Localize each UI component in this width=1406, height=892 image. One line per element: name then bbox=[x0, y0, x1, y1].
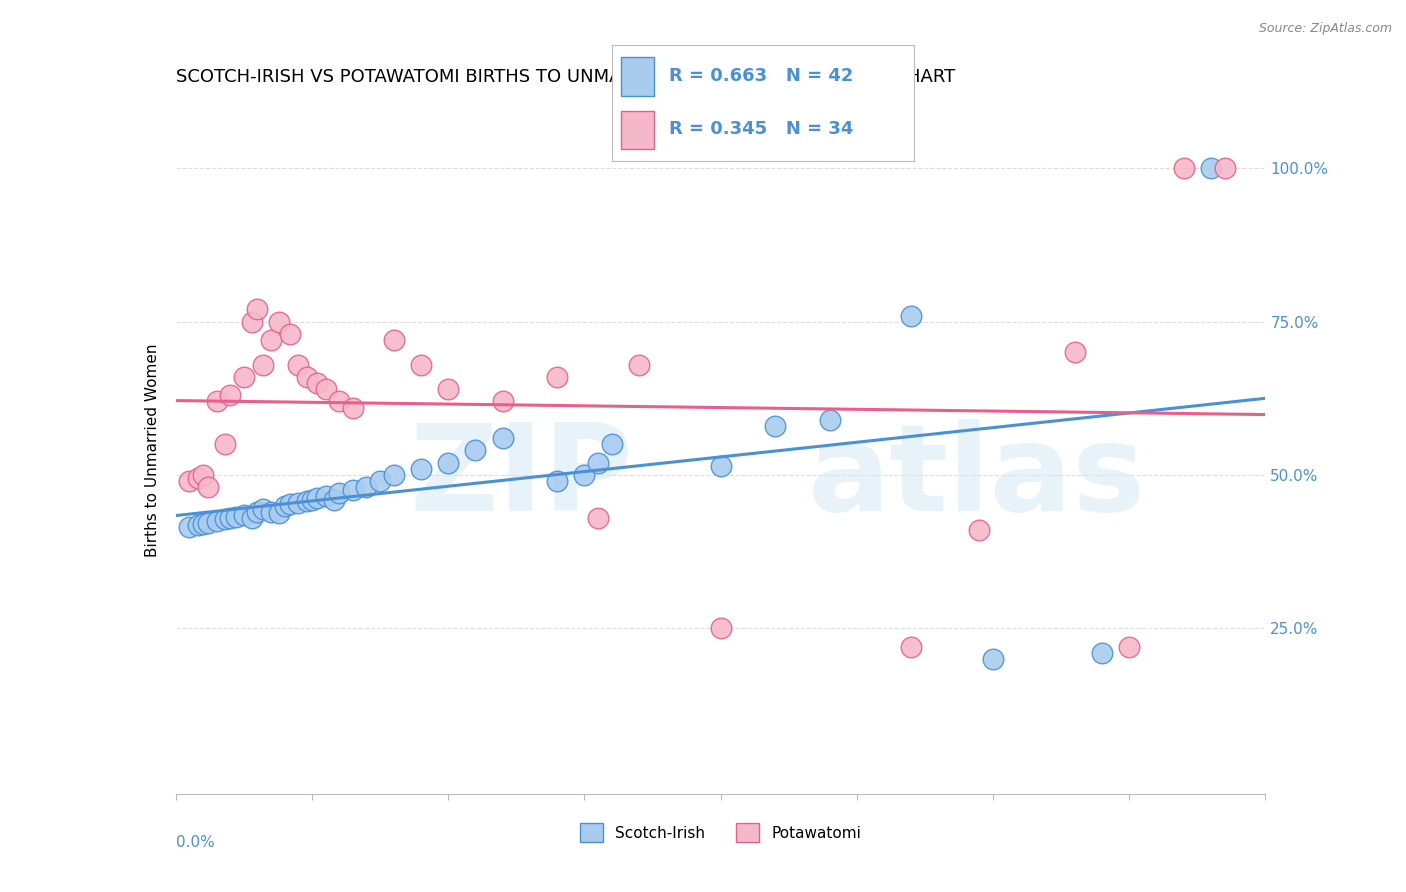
Point bbox=[1091, 646, 1114, 660]
Point bbox=[205, 394, 228, 409]
Point bbox=[287, 358, 309, 372]
Point bbox=[437, 382, 460, 396]
Text: SCOTCH-IRISH VS POTAWATOMI BIRTHS TO UNMARRIED WOMEN CORRELATION CHART: SCOTCH-IRISH VS POTAWATOMI BIRTHS TO UNM… bbox=[176, 68, 955, 86]
Point bbox=[1213, 161, 1236, 176]
Point bbox=[322, 492, 344, 507]
Point bbox=[315, 490, 337, 504]
Point bbox=[586, 511, 609, 525]
Point bbox=[287, 495, 309, 509]
Point bbox=[546, 369, 568, 384]
Point bbox=[225, 509, 247, 524]
Point bbox=[1173, 161, 1195, 176]
Point bbox=[368, 474, 391, 488]
Point bbox=[186, 471, 209, 485]
Point bbox=[278, 498, 301, 512]
Point bbox=[205, 514, 228, 528]
Point bbox=[574, 467, 596, 482]
Point bbox=[586, 456, 609, 470]
Point bbox=[437, 456, 460, 470]
Point bbox=[900, 640, 922, 654]
FancyBboxPatch shape bbox=[620, 111, 654, 149]
Point bbox=[252, 501, 274, 516]
Point bbox=[197, 516, 219, 530]
Point bbox=[219, 511, 242, 525]
Point bbox=[186, 518, 209, 533]
Point bbox=[900, 309, 922, 323]
Point bbox=[763, 419, 786, 434]
Point bbox=[818, 413, 841, 427]
Point bbox=[710, 621, 733, 635]
Point bbox=[342, 401, 364, 415]
Point bbox=[315, 382, 337, 396]
Text: R = 0.345   N = 34: R = 0.345 N = 34 bbox=[669, 120, 853, 138]
Point bbox=[269, 315, 291, 329]
Point bbox=[219, 388, 242, 402]
Point bbox=[328, 394, 350, 409]
Point bbox=[232, 508, 254, 522]
Text: Source: ZipAtlas.com: Source: ZipAtlas.com bbox=[1258, 22, 1392, 36]
Point bbox=[627, 358, 650, 372]
Point bbox=[179, 474, 201, 488]
Point bbox=[274, 499, 297, 513]
Point bbox=[981, 652, 1004, 666]
FancyBboxPatch shape bbox=[620, 57, 654, 95]
Point bbox=[179, 520, 201, 534]
Text: R = 0.663   N = 42: R = 0.663 N = 42 bbox=[669, 67, 853, 85]
Point bbox=[1199, 161, 1222, 176]
Point bbox=[342, 483, 364, 498]
Point bbox=[260, 333, 283, 347]
Point bbox=[232, 369, 254, 384]
Point bbox=[1063, 345, 1085, 359]
Point bbox=[356, 480, 378, 494]
Point bbox=[382, 333, 405, 347]
Point bbox=[260, 505, 283, 519]
Point bbox=[328, 486, 350, 500]
Point bbox=[278, 326, 301, 341]
Point bbox=[492, 431, 515, 445]
Point bbox=[191, 517, 214, 532]
Point bbox=[600, 437, 623, 451]
Point bbox=[492, 394, 515, 409]
Point bbox=[301, 492, 323, 507]
Text: 0.0%: 0.0% bbox=[176, 835, 215, 850]
Text: atlas: atlas bbox=[807, 419, 1146, 536]
Point bbox=[240, 511, 263, 525]
Point bbox=[1118, 640, 1140, 654]
Point bbox=[382, 467, 405, 482]
Point bbox=[269, 506, 291, 520]
Point bbox=[307, 376, 329, 390]
Point bbox=[307, 491, 329, 506]
Point bbox=[246, 302, 269, 317]
Point bbox=[214, 437, 236, 451]
Y-axis label: Births to Unmarried Women: Births to Unmarried Women bbox=[145, 343, 160, 558]
Point bbox=[546, 474, 568, 488]
Point bbox=[246, 505, 269, 519]
Point bbox=[409, 358, 432, 372]
Point bbox=[969, 523, 991, 537]
Point bbox=[710, 458, 733, 473]
Point bbox=[252, 358, 274, 372]
Legend: Scotch-Irish, Potawatomi: Scotch-Irish, Potawatomi bbox=[574, 817, 868, 848]
Point bbox=[409, 462, 432, 476]
Text: ZIP: ZIP bbox=[409, 419, 633, 536]
Point bbox=[191, 467, 214, 482]
Point bbox=[295, 493, 318, 508]
Point bbox=[464, 443, 486, 458]
Point bbox=[214, 512, 236, 526]
Point bbox=[295, 369, 318, 384]
Point bbox=[240, 315, 263, 329]
Point bbox=[197, 480, 219, 494]
